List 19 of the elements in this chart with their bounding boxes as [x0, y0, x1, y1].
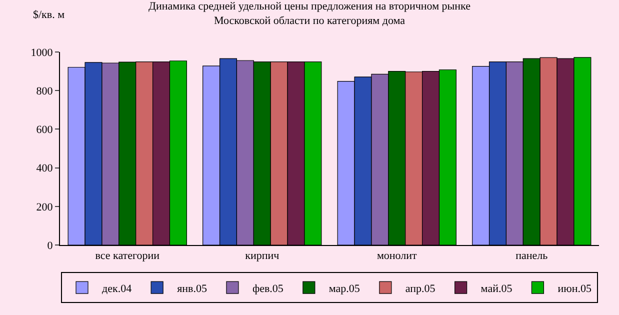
legend-label: дек.04: [102, 282, 132, 295]
x-tick-label: все категории: [95, 250, 160, 262]
x-tick-label: панель: [516, 250, 548, 262]
x-tick-label: монолит: [376, 250, 418, 262]
y-tick-label: 1000: [30, 46, 54, 59]
y-axis-title: $/кв. м: [33, 9, 65, 21]
chart-title: Динамика средней удельной цены предложения на вторичном рынке Московской области по категориям дома: [148, 0, 471, 27]
legend-label: янв.05: [177, 282, 208, 295]
x-tick-label: кирпич: [245, 250, 280, 262]
legend-label: мар.05: [328, 282, 360, 295]
legend-label: май.05: [480, 282, 513, 295]
y-tick-label: 400: [36, 162, 54, 175]
y-tick-label: 800: [36, 85, 54, 98]
legend-label: июн.05: [558, 282, 592, 295]
legend-label: фев.05: [252, 282, 284, 295]
y-tick-label: 0: [47, 240, 54, 252]
legend-label: апр.05: [405, 282, 436, 295]
y-tick-label: 600: [36, 124, 54, 136]
y-tick-label: 200: [36, 201, 54, 214]
